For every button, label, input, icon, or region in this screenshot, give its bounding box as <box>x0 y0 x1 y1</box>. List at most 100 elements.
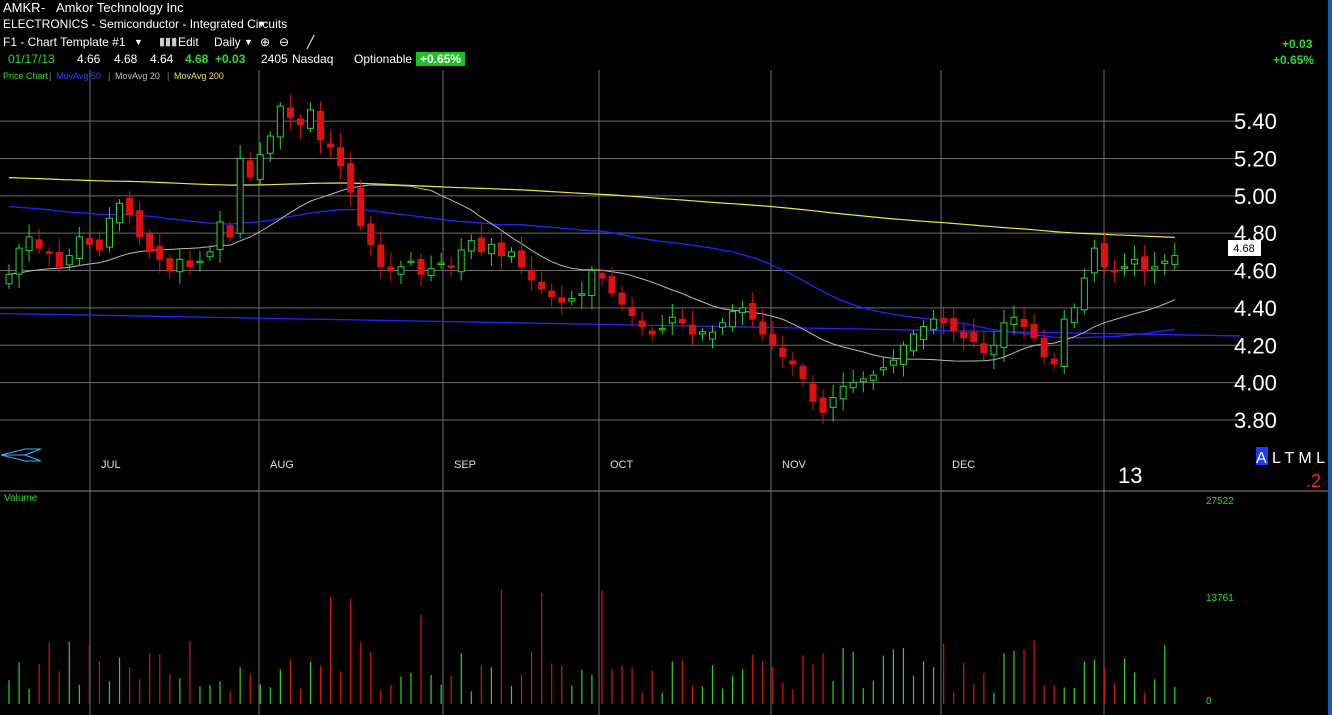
axis-letters[interactable]: L T M L <box>1272 450 1325 467</box>
candle-up <box>508 251 515 258</box>
candle-up <box>75 236 83 260</box>
edit-button[interactable]: Edit <box>178 35 199 49</box>
candle-up <box>457 249 465 273</box>
candle-up <box>668 316 676 324</box>
candle-down <box>186 260 194 268</box>
candle-down <box>286 107 294 118</box>
month-tick-label: SEP <box>454 459 476 471</box>
ma50-baseline <box>0 312 1241 337</box>
ma200-path <box>8 177 1175 238</box>
quote-open: 4.66 <box>77 52 101 66</box>
candle-down <box>447 265 455 268</box>
candle-up <box>1070 307 1078 324</box>
candle-down <box>246 160 254 178</box>
candle-down <box>126 197 134 215</box>
month-tick-label: OCT <box>610 459 634 471</box>
candle-down <box>1040 337 1048 357</box>
candle-down <box>598 272 606 279</box>
candle-down <box>166 258 174 272</box>
price-tick-label: 5.40 <box>1234 109 1277 134</box>
candle-up <box>899 344 907 365</box>
candle-up <box>739 307 747 314</box>
axis-letter-a[interactable]: A <box>1256 450 1267 467</box>
scroll-left-icon[interactable] <box>0 448 42 456</box>
legend-ma20[interactable]: MovAvg 20 <box>115 71 160 81</box>
last-price-box <box>1228 240 1261 256</box>
candle-up <box>467 240 475 252</box>
chart-grid <box>0 70 1240 715</box>
candle-up <box>719 322 727 328</box>
candle-down <box>296 118 304 126</box>
sector-label[interactable]: ELECTRONICS - Semiconductor - Integrated… <box>3 17 288 31</box>
candle-up <box>1121 266 1129 269</box>
axis-letter-a-box[interactable] <box>1256 447 1268 465</box>
candle-down <box>799 365 807 380</box>
candle-down <box>337 147 345 167</box>
candle-up <box>25 236 33 252</box>
candle-up <box>276 105 284 138</box>
candle-down <box>688 324 696 335</box>
candle-down <box>367 223 375 245</box>
candle-down <box>548 290 556 298</box>
zoom-in-icon[interactable]: ⊕ <box>260 35 271 49</box>
month-tick-label: DEC <box>952 459 975 471</box>
candle-down <box>809 383 817 402</box>
candle-up <box>709 331 716 340</box>
candle-up <box>1000 322 1008 348</box>
candle-up <box>1060 318 1068 367</box>
candle-down <box>387 266 395 272</box>
candle-down <box>417 258 425 275</box>
last-price-label: 4.68 <box>1233 243 1254 255</box>
candle-down <box>759 321 767 335</box>
price-tick-label: 4.40 <box>1234 296 1277 321</box>
period-dropdown-icon[interactable]: ▼ <box>244 37 253 47</box>
candle-down <box>769 333 777 346</box>
candle-down <box>95 239 103 251</box>
draw-tool-icon[interactable]: ╱ <box>307 35 315 49</box>
quote-exchange: Nasdaq <box>292 52 334 66</box>
right-change: +0.03 <box>1282 37 1313 51</box>
candle-up <box>307 109 314 129</box>
quote-volume: 2405 <box>261 52 288 66</box>
legend-price[interactable]: Price Chart <box>3 71 49 81</box>
candle-down <box>678 318 686 324</box>
ticker-symbol[interactable]: AMKR <box>3 0 41 15</box>
quote-high: 4.68 <box>114 52 138 66</box>
ma200-line <box>8 177 1175 238</box>
last-price-marker: 4.68 <box>1228 240 1261 256</box>
legend-ma50[interactable]: MovAvg 50 <box>56 71 101 81</box>
month-tick-label: NOV <box>782 459 807 471</box>
candle-up <box>990 344 998 356</box>
template-dropdown-icon[interactable]: ▼ <box>134 37 143 47</box>
candle-down <box>980 343 988 354</box>
ma50-path <box>8 205 1175 339</box>
zoom-out-icon[interactable]: ⊖ <box>279 35 290 49</box>
candle-up <box>397 266 405 275</box>
scroll-left-icon-lower[interactable] <box>0 454 42 462</box>
candle-down <box>608 276 616 294</box>
candle-up <box>729 311 737 328</box>
candle-up <box>849 382 857 389</box>
price-tick-label: 4.20 <box>1234 333 1277 358</box>
sector-dropdown-icon[interactable]: ▼ <box>257 19 266 29</box>
candle-up <box>930 318 938 330</box>
candle-down <box>638 320 646 328</box>
candle-down <box>136 210 144 238</box>
template-select[interactable]: F1 - Chart Template #1 <box>3 35 126 49</box>
candle-up <box>206 251 214 258</box>
candle-up <box>256 154 264 180</box>
legend-ma200[interactable]: MovAvg 200 <box>174 71 224 81</box>
candle-up <box>216 221 224 251</box>
candle-up <box>568 298 576 302</box>
candle-down <box>1100 243 1108 268</box>
candle-up <box>5 273 13 285</box>
quote-change: +0.03 <box>215 52 246 66</box>
candle-down <box>1111 270 1118 273</box>
candle-up <box>578 293 586 296</box>
candle-up <box>1171 255 1179 265</box>
candle-down <box>357 187 365 227</box>
candle-up <box>920 326 928 340</box>
period-select[interactable]: Daily <box>214 35 241 49</box>
candle-down <box>528 270 536 281</box>
